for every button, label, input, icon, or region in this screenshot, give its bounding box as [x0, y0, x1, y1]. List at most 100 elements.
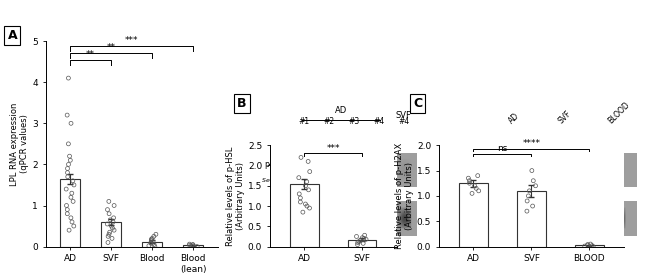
Text: ***: ***	[326, 144, 340, 153]
Point	[522, 209, 532, 213]
Point	[184, 242, 194, 246]
Point	[61, 187, 72, 191]
Point	[473, 189, 484, 193]
Text: Ser 563: Ser 563	[262, 178, 287, 183]
Point	[464, 181, 474, 185]
Point	[526, 168, 537, 173]
Text: H2AX: H2AX	[460, 214, 481, 223]
Text: #4: #4	[373, 117, 384, 125]
Point	[469, 184, 480, 188]
Point	[103, 199, 114, 204]
Point	[146, 241, 156, 246]
Point	[105, 218, 116, 222]
Text: #3: #3	[348, 117, 359, 125]
Point	[302, 204, 312, 208]
Point	[63, 76, 73, 80]
Point	[62, 170, 73, 175]
Text: **: **	[86, 50, 95, 59]
Point	[66, 191, 77, 195]
Point	[109, 228, 119, 232]
Bar	[183, 246, 203, 247]
Point	[300, 184, 311, 188]
Point	[473, 173, 483, 178]
Bar	[60, 179, 81, 247]
Point	[62, 212, 73, 216]
Point	[358, 235, 368, 240]
Point	[67, 220, 77, 224]
Point	[62, 166, 73, 171]
Point	[192, 244, 202, 249]
Point	[302, 179, 312, 184]
Point	[151, 232, 161, 236]
Point	[354, 239, 364, 244]
Point	[359, 236, 369, 241]
Point	[300, 202, 311, 206]
Point	[303, 159, 313, 164]
Bar	[575, 245, 604, 247]
Point	[108, 220, 118, 224]
Text: AD: AD	[508, 112, 522, 125]
Point	[588, 244, 599, 249]
Bar	[290, 184, 318, 247]
Point	[62, 175, 73, 179]
Point	[147, 236, 157, 241]
Point	[146, 238, 157, 243]
Point	[107, 236, 117, 241]
Point	[63, 142, 73, 146]
Point	[295, 200, 306, 204]
Text: #4: #4	[398, 117, 410, 125]
Bar	[142, 242, 162, 247]
Point	[66, 195, 76, 199]
Point	[106, 224, 116, 228]
Text: B: B	[237, 97, 246, 110]
Point	[587, 243, 597, 248]
Point	[188, 242, 198, 247]
Point	[298, 210, 308, 214]
Point	[471, 186, 482, 190]
Point	[186, 244, 196, 248]
Point	[146, 240, 156, 245]
Point	[69, 224, 79, 228]
Point	[148, 239, 158, 244]
Point	[467, 191, 477, 196]
Point	[109, 216, 119, 220]
Bar	[348, 240, 376, 247]
Point	[304, 188, 314, 192]
Point	[188, 244, 199, 248]
Bar	[459, 183, 488, 247]
Point	[580, 244, 590, 248]
Point	[358, 241, 369, 246]
Point	[294, 192, 304, 196]
Text: A: A	[8, 29, 18, 42]
Y-axis label: Relative levels of p-HSL
(Arbitrary Units): Relative levels of p-HSL (Arbitrary Unit…	[226, 146, 245, 246]
Point	[361, 237, 371, 241]
Text: SVF: SVF	[396, 111, 411, 119]
Point	[64, 228, 74, 232]
Point	[355, 238, 365, 243]
Point	[582, 243, 593, 247]
Point	[104, 232, 114, 236]
Point	[296, 155, 306, 159]
Point	[522, 199, 532, 203]
Point	[527, 204, 538, 208]
Point	[103, 240, 113, 245]
Point	[304, 206, 315, 210]
Point	[64, 154, 75, 158]
Y-axis label: LPL RNA expression
(qPCR values): LPL RNA expression (qPCR values)	[10, 102, 29, 185]
Point	[65, 158, 75, 162]
Point	[103, 234, 113, 238]
Text: ns: ns	[497, 144, 508, 153]
Text: AD: AD	[335, 106, 348, 115]
Text: C: C	[413, 97, 423, 110]
Point	[150, 244, 160, 249]
Text: ***: ***	[125, 36, 138, 45]
Text: HSL: HSL	[272, 214, 287, 223]
Point	[69, 183, 79, 187]
Point	[62, 113, 72, 117]
Point	[149, 234, 159, 238]
Point	[149, 242, 159, 247]
Text: p-HSL: p-HSL	[265, 159, 287, 169]
Bar	[101, 222, 122, 247]
Point	[352, 242, 363, 247]
Point	[63, 162, 73, 167]
